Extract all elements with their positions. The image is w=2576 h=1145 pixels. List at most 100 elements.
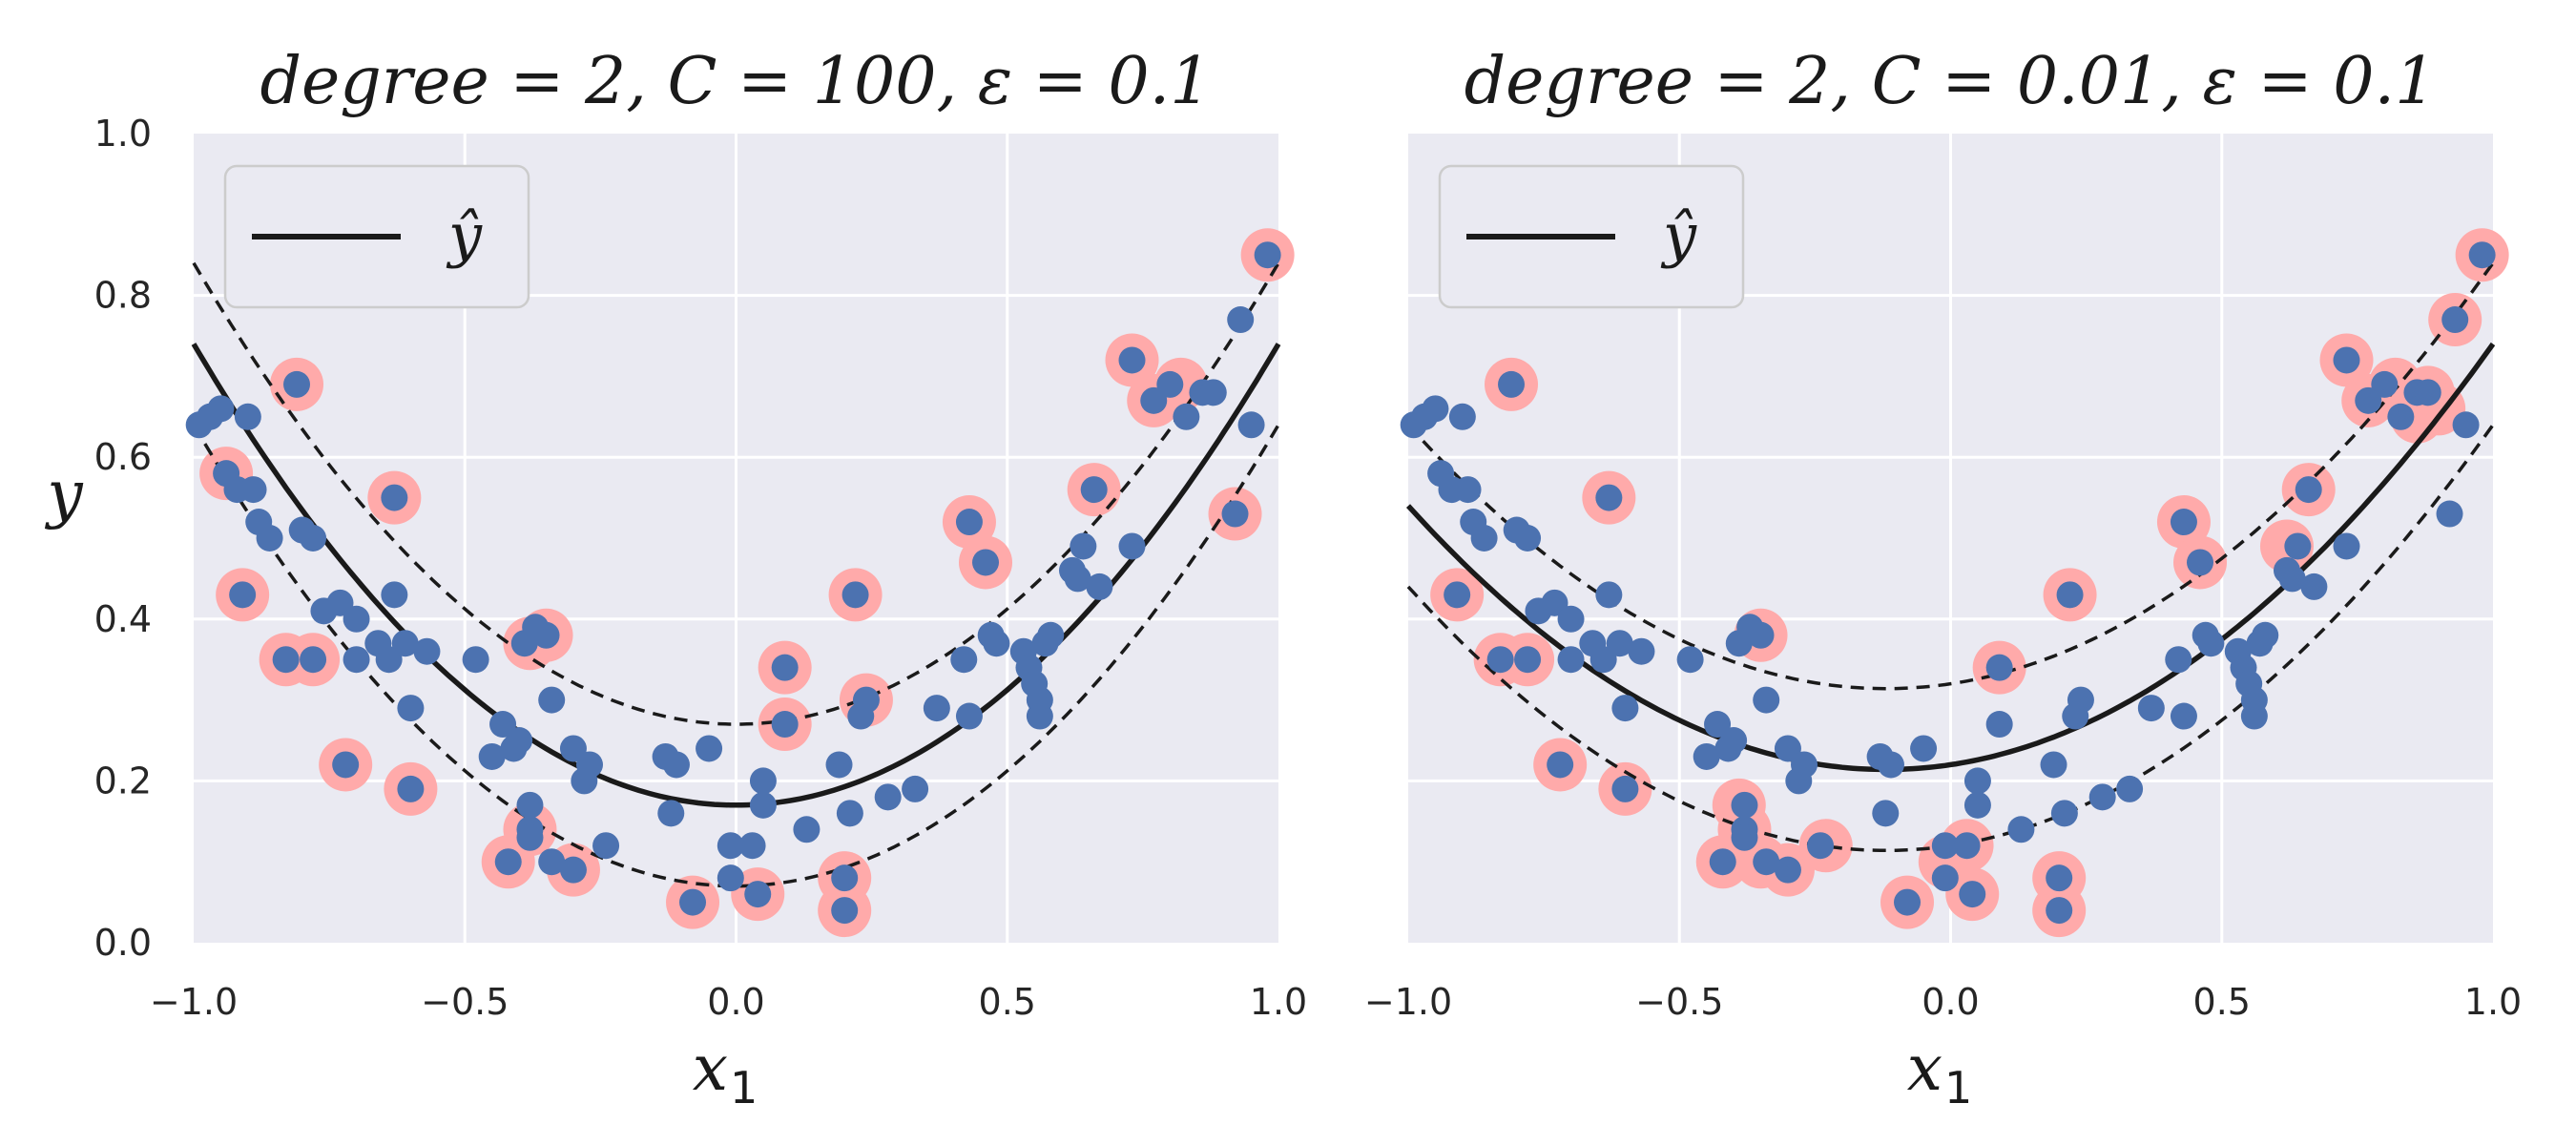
data-point	[2333, 346, 2360, 374]
data-point	[516, 823, 544, 851]
data-point	[1747, 621, 1775, 649]
data-point	[2056, 581, 2084, 609]
data-point	[1237, 411, 1265, 439]
legend-label: ŷ	[446, 200, 483, 270]
data-point	[256, 525, 283, 552]
data-point	[1227, 306, 1255, 334]
data-point	[1807, 832, 1835, 860]
y-tick-label: 0.4	[94, 598, 152, 640]
data-points	[185, 241, 1281, 925]
data-point	[559, 856, 587, 884]
x-tick-labels: −1.0 −0.5 0.0 0.5 1.0	[1364, 981, 2522, 1023]
data-point	[696, 735, 723, 762]
data-point	[1118, 532, 1146, 560]
x-tick-label: 1.0	[2464, 981, 2522, 1023]
y-tick-labels: 0.0 0.2 0.4 0.6 0.8 1.0	[94, 113, 152, 964]
data-point	[1444, 581, 1471, 609]
left-chart-panel: ŷ degree = 2, C = 100, ε = 0.1 −1.0 −0.5 0…	[44, 44, 1307, 1114]
data-point	[2046, 897, 2073, 925]
data-point	[1953, 832, 1981, 860]
data-point	[381, 581, 408, 609]
data-point	[955, 509, 983, 536]
data-point	[679, 888, 707, 916]
data-point	[1080, 476, 1108, 504]
data-point	[1959, 881, 1986, 908]
data-point	[343, 646, 370, 674]
data-point	[1470, 525, 1498, 552]
data-point	[397, 775, 425, 802]
data-point	[831, 897, 859, 925]
data-point	[462, 646, 489, 674]
data-point	[1448, 403, 1476, 430]
data-point	[1931, 832, 1959, 860]
data-point	[1704, 711, 1732, 739]
x-axis-label: x1	[1907, 1031, 1973, 1114]
data-point	[744, 881, 772, 908]
data-point	[2436, 500, 2463, 528]
data-point	[1221, 500, 1249, 528]
data-point	[2088, 783, 2116, 811]
data-point	[576, 751, 604, 779]
chart-title: degree = 2, C = 100, ε = 0.1	[260, 44, 1211, 119]
data-point	[300, 646, 327, 674]
data-point	[793, 816, 821, 843]
data-point	[2452, 411, 2480, 439]
data-point	[749, 767, 777, 795]
data-point	[1709, 848, 1736, 876]
prediction-line	[191, 343, 1281, 808]
data-point	[950, 646, 978, 674]
data-point	[1498, 370, 1526, 398]
data-point	[2170, 702, 2197, 730]
data-point	[229, 581, 257, 609]
data-point	[2046, 864, 2073, 892]
data-point	[972, 549, 1000, 576]
data-point	[532, 621, 560, 649]
data-point	[1720, 727, 1748, 754]
data-point	[2333, 532, 2360, 560]
data-point	[1693, 742, 1720, 770]
x-tick-label: 0.5	[979, 981, 1036, 1023]
data-point	[2197, 630, 2225, 657]
data-point	[1985, 654, 2013, 681]
data-point	[239, 476, 267, 504]
data-point	[1026, 702, 1053, 730]
data-point	[413, 637, 441, 665]
data-point	[1731, 791, 1758, 819]
data-point	[2187, 549, 2214, 576]
support-vector-highlights	[199, 228, 1295, 938]
data-point	[1514, 525, 1542, 552]
data-point	[902, 775, 929, 802]
data-point	[283, 370, 311, 398]
data-point	[2137, 695, 2165, 722]
data-point	[749, 791, 777, 819]
right-chart-panel: ŷ degree = 2, C = 0.01, ε = 0.1 −1.0 −0.5…	[1364, 44, 2522, 1114]
x-tick-label: −0.5	[421, 981, 509, 1023]
x-tick-label: −1.0	[150, 981, 238, 1023]
data-point	[494, 848, 522, 876]
data-point	[1557, 605, 1585, 633]
data-point	[852, 686, 880, 714]
data-point	[1514, 646, 1542, 674]
data-point	[1589, 646, 1617, 674]
data-point	[1118, 346, 1146, 374]
y-tick-label: 0.2	[94, 760, 152, 802]
x-tick-label: 0.5	[2193, 981, 2251, 1023]
data-point	[1547, 751, 1574, 779]
data-point	[717, 832, 744, 860]
data-point	[657, 800, 685, 827]
data-points	[1400, 241, 2496, 925]
data-point	[2355, 386, 2382, 414]
grid-lines	[1408, 134, 2493, 943]
data-point	[2278, 565, 2306, 593]
data-point	[1064, 565, 1091, 593]
data-point	[1173, 403, 1200, 430]
data-point	[841, 581, 869, 609]
data-point	[2252, 621, 2279, 649]
data-point	[1037, 621, 1065, 649]
data-point	[397, 695, 425, 722]
epsilon-upper-margin	[1406, 261, 2495, 691]
data-point	[2165, 646, 2192, 674]
data-point	[1140, 386, 1168, 414]
legend: ŷ	[223, 164, 530, 309]
data-point	[1070, 532, 1097, 560]
